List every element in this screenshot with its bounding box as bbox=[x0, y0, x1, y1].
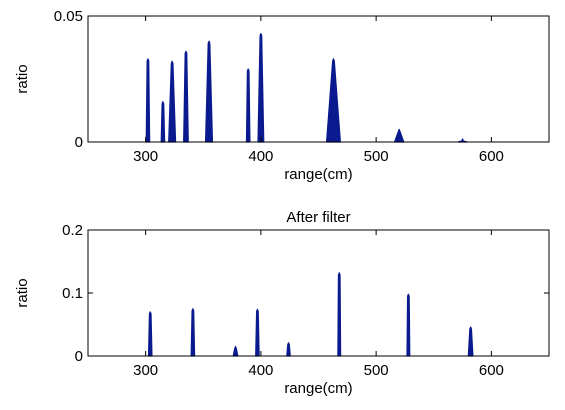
top-plot-peak-7 bbox=[325, 58, 341, 143]
bottom-plot-peak-5 bbox=[337, 272, 342, 357]
top-plot-peak-5 bbox=[245, 68, 251, 143]
top-plot-peak-0 bbox=[145, 58, 151, 143]
top-plot-ytick-label: 0.05 bbox=[54, 8, 83, 25]
bottom-plot-title: After filter bbox=[286, 209, 350, 226]
bottom-plot-ytick-label: 0.2 bbox=[62, 222, 83, 239]
top-plot-ticks: 300 400 500 600 0 0.05 bbox=[54, 8, 549, 165]
top-plot-peak-1 bbox=[160, 101, 166, 143]
top-plot-peak-8 bbox=[393, 128, 405, 143]
bottom-plot-frame bbox=[87, 229, 550, 357]
bottom-plot-peak-6 bbox=[406, 293, 411, 357]
bottom-plot-peak-3 bbox=[255, 308, 260, 357]
bottom-plot-xtick-label: 500 bbox=[364, 362, 389, 379]
top-plot-data bbox=[145, 33, 468, 143]
bottom-plot-peak-1 bbox=[190, 308, 196, 357]
top-plot-xtick-label: 400 bbox=[248, 148, 273, 165]
bottom-plot-ylabel: ratio bbox=[14, 278, 31, 307]
bottom-plot-ytick-label: 0 bbox=[75, 348, 83, 365]
bottom-plot-peak-0 bbox=[147, 311, 153, 357]
bottom-plot-xtick-label: 300 bbox=[133, 362, 158, 379]
top-plot-peak-3 bbox=[183, 50, 189, 143]
bottom-plot-xlabel: range(cm) bbox=[284, 380, 352, 397]
top-plot-peak-6 bbox=[257, 33, 265, 143]
top-plot-peak-2 bbox=[168, 60, 177, 143]
top-plot-peak-4 bbox=[204, 40, 214, 143]
bottom-plot-ytick-label: 0.1 bbox=[62, 285, 83, 302]
bottom-plot-xtick-label: 400 bbox=[248, 362, 273, 379]
top-plot-xtick-label: 500 bbox=[364, 148, 389, 165]
top-plot-xtick-label: 300 bbox=[133, 148, 158, 165]
top-plot-xtick-label: 600 bbox=[479, 148, 504, 165]
top-plot-ylabel: ratio bbox=[14, 64, 31, 93]
top-subplot: 300 400 500 600 0 0.05 range(cm) ratio bbox=[14, 8, 550, 183]
bottom-plot-data bbox=[147, 272, 474, 357]
bottom-plot-xtick-label: 600 bbox=[479, 362, 504, 379]
bottom-plot-peak-7 bbox=[467, 326, 474, 357]
bottom-plot-ticks: 300 400 500 600 0 0.1 0.2 bbox=[62, 222, 549, 379]
bottom-plot-peak-2 bbox=[232, 345, 239, 357]
top-plot-frame bbox=[87, 15, 550, 143]
top-plot-xlabel: range(cm) bbox=[284, 166, 352, 183]
bottom-plot-peak-4 bbox=[286, 342, 291, 357]
bottom-subplot: After filter 300 400 500 600 0 0.1 0.2 range(c… bbox=[14, 209, 550, 397]
top-plot-ytick-label: 0 bbox=[75, 134, 83, 151]
